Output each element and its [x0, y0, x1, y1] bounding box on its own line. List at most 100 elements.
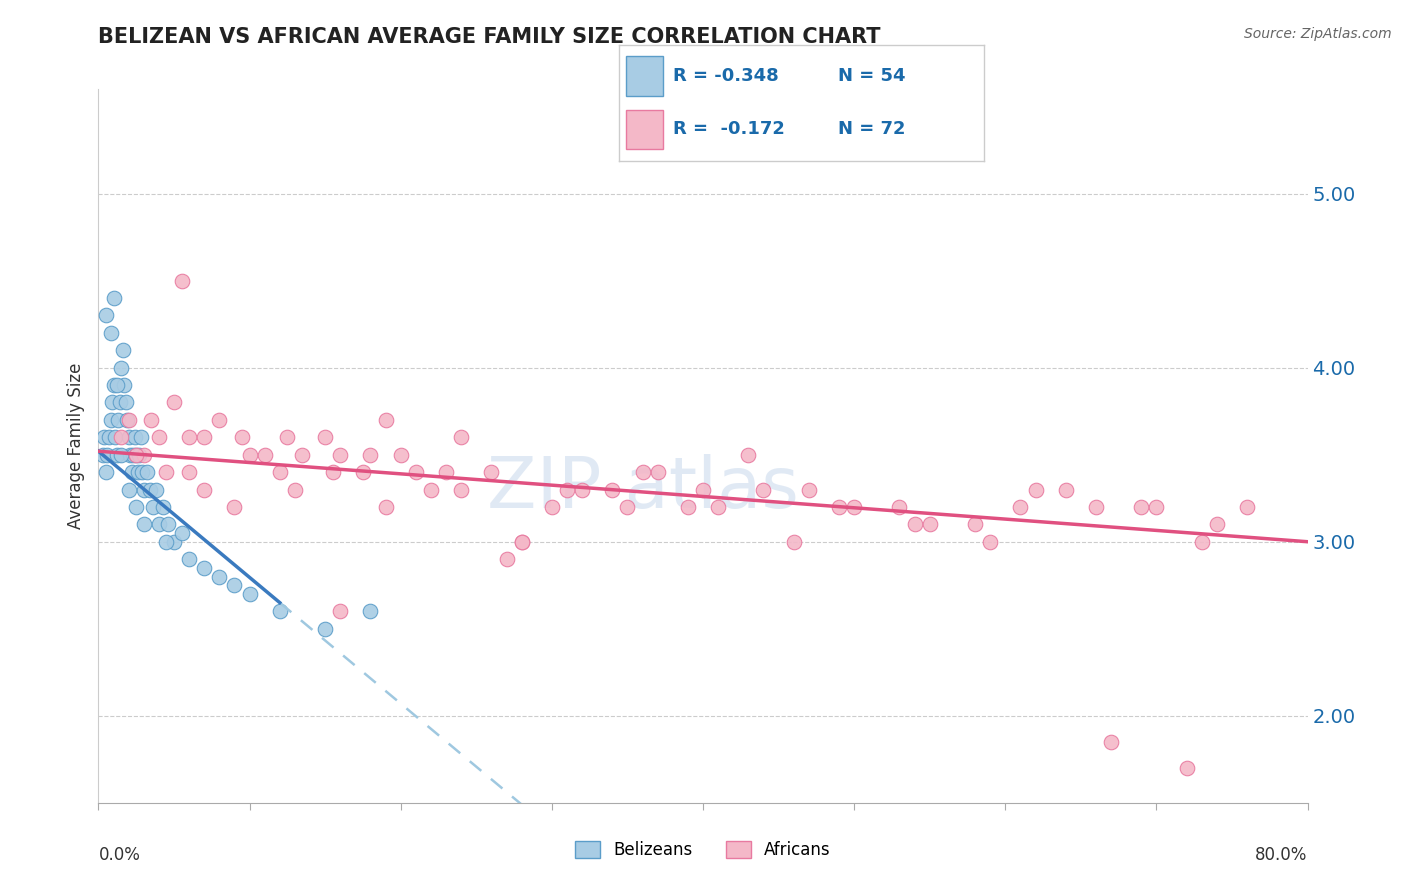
Point — [145, 483, 167, 497]
Point — [152, 500, 174, 514]
Point — [100, 326, 122, 340]
Point — [121, 465, 143, 479]
Point — [1010, 500, 1032, 514]
Point — [148, 430, 170, 444]
Point — [360, 604, 382, 618]
Point — [163, 395, 186, 409]
Point — [114, 395, 136, 409]
Point — [828, 500, 851, 514]
Point — [889, 500, 911, 514]
Point — [1175, 761, 1198, 775]
Point — [239, 587, 262, 601]
Point — [193, 561, 215, 575]
Point — [602, 483, 624, 497]
Point — [100, 413, 122, 427]
Point — [314, 430, 336, 444]
Point — [555, 483, 578, 497]
Point — [1206, 517, 1229, 532]
Point — [918, 517, 941, 532]
Point — [737, 448, 759, 462]
Point — [105, 378, 128, 392]
Point — [844, 500, 866, 514]
Point — [103, 378, 125, 392]
Point — [420, 483, 443, 497]
Point — [156, 517, 179, 532]
Point — [131, 465, 153, 479]
Point — [647, 465, 669, 479]
Text: N = 72: N = 72 — [838, 120, 905, 138]
Point — [979, 534, 1001, 549]
Point — [224, 500, 246, 514]
Point — [115, 413, 138, 427]
Point — [118, 413, 141, 427]
Point — [193, 483, 215, 497]
Point — [450, 483, 472, 497]
FancyBboxPatch shape — [626, 110, 662, 149]
Point — [965, 517, 987, 532]
Point — [125, 500, 148, 514]
Point — [434, 465, 457, 479]
Y-axis label: Average Family Size: Average Family Size — [66, 363, 84, 529]
Point — [231, 430, 253, 444]
Point — [322, 465, 344, 479]
Point — [1099, 735, 1122, 749]
Point — [107, 413, 129, 427]
Point — [481, 465, 503, 479]
Text: BELIZEAN VS AFRICAN AVERAGE FAMILY SIZE CORRELATION CHART: BELIZEAN VS AFRICAN AVERAGE FAMILY SIZE … — [98, 27, 882, 46]
Point — [103, 291, 125, 305]
Point — [1130, 500, 1153, 514]
Point — [132, 517, 155, 532]
Point — [276, 430, 298, 444]
FancyBboxPatch shape — [626, 56, 662, 95]
Point — [108, 395, 131, 409]
Text: N = 54: N = 54 — [838, 67, 905, 85]
Point — [389, 448, 412, 462]
Point — [797, 483, 820, 497]
Point — [752, 483, 775, 497]
Point — [125, 448, 148, 462]
Point — [118, 430, 141, 444]
Point — [101, 395, 124, 409]
Point — [179, 430, 201, 444]
Point — [112, 378, 135, 392]
Point — [105, 448, 128, 462]
Point — [94, 309, 117, 323]
Point — [510, 534, 533, 549]
Point — [124, 430, 146, 444]
Point — [631, 465, 654, 479]
Point — [155, 534, 177, 549]
Point — [360, 448, 382, 462]
Legend: Belizeans, Africans: Belizeans, Africans — [568, 834, 838, 866]
Point — [707, 500, 730, 514]
Point — [510, 534, 533, 549]
Point — [1054, 483, 1077, 497]
Point — [571, 483, 593, 497]
Point — [170, 526, 193, 541]
Point — [127, 465, 149, 479]
Text: 80.0%: 80.0% — [1256, 846, 1308, 863]
Point — [155, 465, 177, 479]
Point — [142, 500, 165, 514]
Point — [291, 448, 314, 462]
Point — [374, 413, 396, 427]
Point — [405, 465, 427, 479]
Point — [1085, 500, 1108, 514]
Point — [139, 483, 162, 497]
Point — [132, 448, 155, 462]
Point — [128, 448, 150, 462]
Point — [148, 517, 170, 532]
Point — [179, 465, 201, 479]
Point — [329, 448, 352, 462]
Point — [111, 343, 134, 358]
Point — [352, 465, 374, 479]
Point — [93, 430, 115, 444]
Point — [96, 448, 118, 462]
Point — [193, 430, 215, 444]
Point — [163, 534, 186, 549]
Text: R = -0.348: R = -0.348 — [673, 67, 779, 85]
Point — [269, 465, 291, 479]
Point — [253, 448, 276, 462]
Point — [904, 517, 927, 532]
Point — [224, 578, 246, 592]
Point — [110, 448, 132, 462]
